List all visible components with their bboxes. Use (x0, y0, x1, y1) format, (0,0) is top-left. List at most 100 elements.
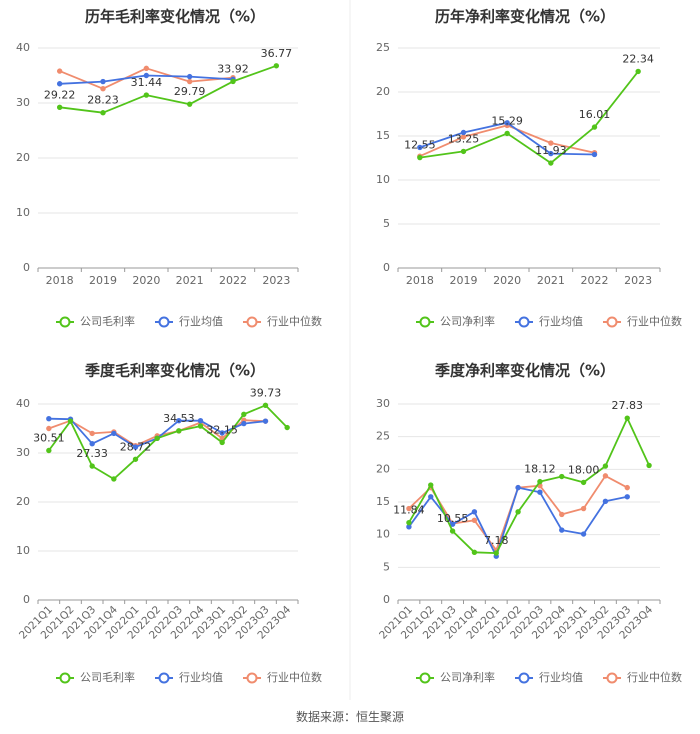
legend-label-industry_median: 行业中位数 (267, 670, 322, 684)
data-point-industry_median (46, 425, 52, 432)
data-point-industry_avg (219, 430, 225, 436)
legend-marker-company (59, 316, 71, 328)
data-label: 22.34 (622, 52, 654, 65)
legend-marker-industry_avg (518, 672, 530, 684)
x-tick-label: 2021 (537, 274, 565, 287)
data-point-industry_avg (186, 73, 193, 80)
data-point-company (406, 519, 412, 526)
data-point-industry_avg (449, 521, 456, 527)
data-point-company (56, 104, 63, 110)
data-point-industry_avg (417, 144, 423, 151)
data-label: 27.33 (76, 447, 108, 460)
data-point-industry_median (580, 505, 587, 512)
data-point-company (504, 130, 510, 137)
data-point-company (417, 154, 423, 161)
data-label: 28.72 (120, 440, 152, 453)
x-tick-label: 2023 (624, 274, 652, 287)
x-tick-label: 2018 (46, 274, 74, 287)
legend-marker-industry_avg (158, 672, 170, 684)
data-point-company (176, 428, 182, 434)
y-tick-label: 40 (16, 397, 30, 410)
data-label: 18.12 (524, 463, 556, 476)
data-point-industry_avg (100, 78, 106, 85)
data-point-company (646, 462, 652, 469)
legend-label-company: 公司毛利率 (80, 670, 135, 684)
y-tick-label: 15 (376, 495, 390, 508)
data-point-company (591, 124, 598, 130)
x-tick-label: 2021 (176, 274, 204, 287)
chart-legend: 公司毛利率 行业均值 行业中位数 (56, 670, 322, 684)
chart-panel-annual-net: 历年净利率变化情况（%） 0 5 10 15 20 25 2018 2019 2020 2021 20… (376, 8, 682, 329)
y-tick-label: 0 (23, 261, 30, 274)
data-point-company (143, 92, 150, 98)
x-tick-label: 2018 (406, 274, 434, 287)
y-tick-label: 25 (376, 430, 390, 443)
y-tick-label: 0 (383, 261, 390, 274)
legend-label-company: 公司净利率 (440, 314, 495, 328)
data-label: 29.22 (44, 88, 76, 101)
y-tick-label: 10 (376, 528, 390, 541)
chart-title: 季度净利率变化情况（%） (435, 362, 615, 380)
y-tick-label: 30 (376, 397, 390, 410)
y-tick-label: 40 (16, 41, 30, 54)
legend-label-industry_median: 行业中位数 (267, 314, 322, 328)
data-point-industry_median (624, 484, 630, 491)
data-label: 36.77 (261, 47, 293, 60)
data-source-note: 数据来源：恒生聚源 (295, 710, 404, 724)
data-point-company (471, 549, 478, 556)
data-label: 39.73 (250, 386, 282, 399)
legend-label-industry_avg: 行业均值 (179, 671, 223, 684)
data-point-company (154, 435, 160, 442)
data-point-industry_avg (460, 129, 467, 136)
legend-label-company: 公司净利率 (440, 670, 495, 684)
data-point-industry_avg (56, 81, 63, 87)
data-point-company (219, 439, 225, 446)
data-point-industry_avg (143, 72, 150, 79)
legend-label-industry_avg: 行业均值 (179, 315, 223, 328)
series-line-company (48, 404, 288, 480)
data-label: 31.44 (131, 76, 163, 89)
data-point-industry_avg (132, 444, 139, 450)
data-point-industry_avg (428, 494, 434, 500)
data-point-company (537, 478, 543, 485)
y-tick-label: 10 (16, 544, 30, 557)
data-point-industry_median (56, 68, 63, 74)
y-tick-label: 5 (383, 560, 390, 573)
legend-marker-company (419, 672, 431, 684)
y-tick-label: 20 (376, 462, 390, 475)
data-point-industry_avg (504, 120, 510, 126)
data-point-company (460, 148, 467, 155)
data-point-company (89, 463, 95, 469)
data-label: 18.00 (568, 463, 600, 476)
chart-title: 季度毛利率变化情况（%） (85, 362, 265, 380)
data-label: 27.83 (612, 399, 644, 412)
data-point-industry_avg (559, 527, 565, 533)
data-point-industry_avg (591, 151, 598, 158)
data-point-company (186, 101, 193, 107)
data-point-industry_median (471, 517, 478, 523)
data-point-company (602, 463, 609, 469)
data-point-industry_avg (624, 494, 630, 500)
data-point-industry_median (602, 473, 609, 479)
chart-panel-quarter-gross: 季度毛利率变化情况（%）0102030402021Q12021Q22021Q32… (16, 362, 322, 685)
data-label: 13.25 (448, 132, 480, 145)
data-point-company (100, 110, 106, 116)
data-label: 30.51 (33, 432, 65, 445)
data-point-company (46, 447, 52, 454)
data-point-company (111, 476, 117, 482)
legend-marker-industry_avg (518, 316, 530, 328)
x-tick-label: 2022 (581, 274, 609, 287)
y-tick-label: 25 (376, 41, 390, 54)
y-tick-label: 20 (16, 495, 30, 508)
legend-marker-industry_median (606, 672, 618, 684)
data-label: 15.29 (491, 114, 523, 127)
data-point-industry_avg (602, 498, 609, 505)
legend-marker-industry_median (246, 672, 258, 684)
data-point-company (515, 509, 521, 515)
x-tick-label: 2019 (89, 274, 117, 287)
data-label: 33.92 (217, 62, 249, 75)
data-point-industry_avg (111, 430, 117, 437)
data-point-industry_avg (89, 440, 95, 447)
data-point-company (67, 418, 74, 424)
data-label: 16.01 (579, 108, 611, 121)
